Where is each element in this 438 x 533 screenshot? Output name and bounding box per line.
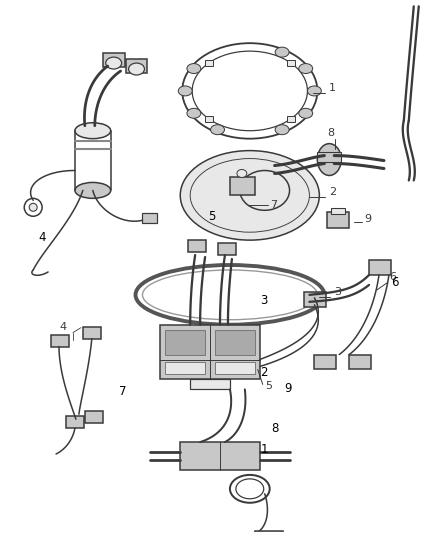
Text: 9: 9 bbox=[284, 382, 292, 395]
Bar bbox=[190, 379, 230, 389]
Bar bbox=[286, 60, 294, 66]
Bar bbox=[126, 59, 148, 73]
Bar bbox=[142, 213, 157, 223]
Text: 7: 7 bbox=[119, 385, 127, 398]
Bar bbox=[83, 327, 101, 338]
Bar bbox=[188, 240, 206, 252]
Text: 7: 7 bbox=[270, 200, 277, 211]
Bar bbox=[51, 335, 69, 346]
Bar bbox=[205, 116, 213, 122]
Bar bbox=[103, 53, 124, 67]
Text: 5: 5 bbox=[208, 209, 215, 223]
Ellipse shape bbox=[178, 86, 192, 96]
Bar bbox=[205, 60, 213, 66]
Bar bbox=[215, 330, 255, 354]
Ellipse shape bbox=[211, 125, 224, 135]
Bar bbox=[327, 212, 349, 228]
Bar bbox=[286, 116, 294, 122]
Text: 2: 2 bbox=[260, 366, 268, 379]
Ellipse shape bbox=[275, 47, 289, 57]
Bar bbox=[230, 177, 255, 196]
Ellipse shape bbox=[318, 144, 341, 175]
Ellipse shape bbox=[299, 108, 313, 118]
Bar bbox=[165, 330, 205, 354]
Ellipse shape bbox=[307, 86, 321, 96]
Ellipse shape bbox=[106, 57, 122, 69]
Text: 3: 3 bbox=[334, 287, 341, 297]
Bar bbox=[304, 292, 326, 307]
Bar bbox=[218, 243, 236, 255]
Text: 6: 6 bbox=[391, 276, 399, 289]
Text: 2: 2 bbox=[329, 188, 336, 197]
Bar bbox=[215, 362, 255, 375]
Bar bbox=[165, 362, 205, 375]
Text: 4: 4 bbox=[39, 231, 46, 244]
Text: 8: 8 bbox=[327, 128, 335, 138]
Text: 8: 8 bbox=[271, 422, 279, 435]
Text: 1: 1 bbox=[329, 83, 336, 93]
Ellipse shape bbox=[299, 63, 313, 74]
Ellipse shape bbox=[180, 151, 319, 240]
Text: 6: 6 bbox=[389, 272, 396, 282]
Bar bbox=[331, 208, 345, 214]
Ellipse shape bbox=[237, 169, 247, 177]
Bar bbox=[85, 411, 103, 423]
Ellipse shape bbox=[187, 108, 201, 118]
Ellipse shape bbox=[275, 125, 289, 135]
Text: 4: 4 bbox=[59, 322, 66, 332]
Ellipse shape bbox=[75, 123, 111, 139]
Bar bbox=[369, 260, 391, 275]
Ellipse shape bbox=[129, 63, 145, 75]
Ellipse shape bbox=[187, 63, 201, 74]
Bar bbox=[318, 151, 341, 161]
Bar bbox=[255, 531, 283, 533]
Text: 9: 9 bbox=[364, 214, 371, 224]
Text: 3: 3 bbox=[260, 294, 268, 308]
Bar bbox=[66, 416, 84, 428]
Ellipse shape bbox=[75, 182, 111, 198]
Text: 5: 5 bbox=[265, 381, 272, 391]
Bar bbox=[314, 354, 336, 369]
Ellipse shape bbox=[29, 203, 37, 211]
Bar bbox=[160, 325, 260, 379]
Text: 1: 1 bbox=[260, 443, 268, 456]
Bar bbox=[349, 354, 371, 369]
Bar bbox=[180, 442, 260, 470]
